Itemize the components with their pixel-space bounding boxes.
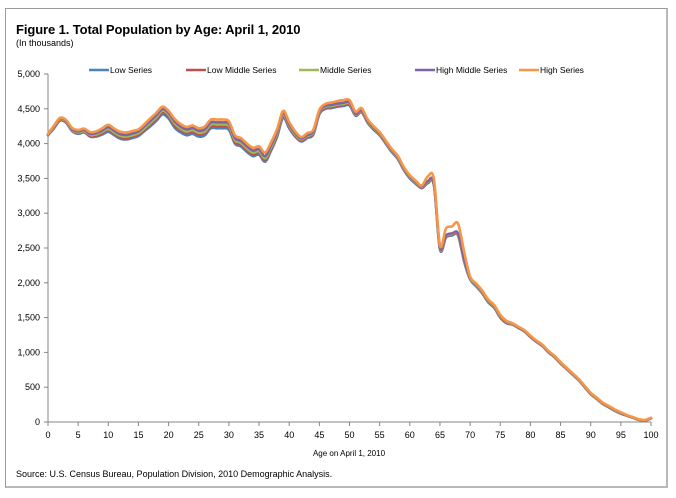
legend-label: High Middle Series	[436, 65, 507, 75]
x-tick-label: 35	[254, 430, 264, 440]
y-tick-label: 1,000	[17, 347, 40, 357]
legend-label: High Series	[540, 65, 584, 75]
legend-item-high-middle-series: High Middle Series	[415, 65, 507, 75]
series-line-high-series	[46, 97, 653, 422]
legend-item-low-middle-series: Low Middle Series	[186, 65, 276, 75]
series-line-low-series	[46, 103, 653, 422]
x-tick-label: 45	[314, 430, 324, 440]
chart-frame	[5, 8, 668, 488]
y-tick-label: 3,500	[17, 173, 40, 183]
y-tick-label: 500	[25, 382, 40, 392]
x-tick-label: 55	[375, 430, 385, 440]
y-tick-label: 4,500	[17, 104, 40, 114]
series-line-high-middle-series	[46, 100, 653, 422]
x-tick-label: 5	[76, 430, 81, 440]
x-tick-label: 90	[586, 430, 596, 440]
x-tick-label: 60	[405, 430, 415, 440]
axes: 05001,0001,5002,0002,5003,0003,5004,0004…	[17, 69, 658, 440]
legend-item-high-series: High Series	[519, 65, 584, 75]
legend-label: Low Middle Series	[207, 65, 276, 75]
x-tick-label: 50	[344, 430, 354, 440]
series-line-low-middle-series	[46, 102, 653, 422]
x-axis-title: Age on April 1, 2010	[313, 449, 386, 458]
legend: Low Series Low Middle Series Middle Series…	[89, 65, 584, 75]
y-tick-label: 2,000	[17, 278, 40, 288]
y-tick-label: 4,000	[17, 139, 40, 149]
x-tick-label: 40	[284, 430, 294, 440]
series-layer	[46, 97, 653, 422]
y-tick-label: 2,500	[17, 243, 40, 253]
chart-title: Figure 1. Total Population by Age: April…	[16, 22, 301, 37]
x-tick-label: 85	[556, 430, 566, 440]
x-tick-label: 30	[224, 430, 234, 440]
x-tick-label: 65	[435, 430, 445, 440]
x-tick-label: 80	[525, 430, 535, 440]
x-tick-label: 100	[643, 430, 658, 440]
x-tick-label: 15	[133, 430, 143, 440]
y-tick-label: 3,000	[17, 208, 40, 218]
x-tick-label: 25	[194, 430, 204, 440]
source-note: Source: U.S. Census Bureau, Population D…	[16, 469, 333, 479]
x-tick-label: 20	[164, 430, 174, 440]
legend-item-middle-series: Middle Series	[299, 65, 372, 75]
x-tick-label: 70	[465, 430, 475, 440]
legend-item-low-series: Low Series	[89, 65, 152, 75]
y-tick-label: 1,500	[17, 313, 40, 323]
legend-label: Low Series	[110, 65, 152, 75]
chart-subtitle: (In thousands)	[16, 38, 74, 48]
y-tick-label: 0	[35, 417, 40, 427]
x-tick-label: 0	[45, 430, 50, 440]
y-tick-label: 5,000	[17, 69, 40, 79]
x-tick-label: 75	[495, 430, 505, 440]
x-tick-label: 10	[103, 430, 113, 440]
x-tick-label: 95	[616, 430, 626, 440]
legend-label: Middle Series	[320, 65, 372, 75]
series-line-middle-series	[46, 101, 653, 422]
